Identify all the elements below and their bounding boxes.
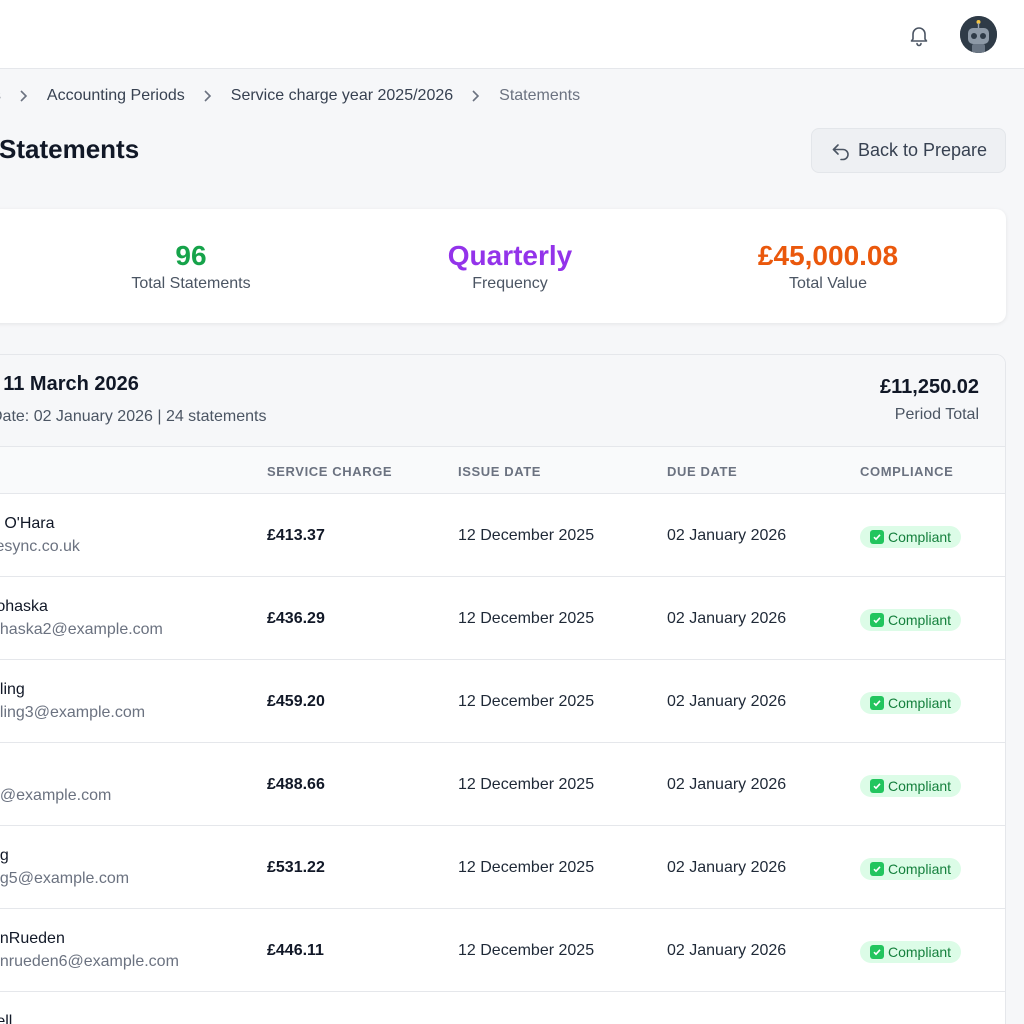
- issue-date: 12 December 2025: [458, 610, 595, 627]
- issue-date: 12 December 2025: [458, 527, 595, 544]
- compliance-label: Compliant: [888, 695, 952, 711]
- chevron-right-icon: [471, 89, 481, 103]
- issue-date: 12 December 2025: [458, 693, 595, 710]
- column-header-compliance: COMPLIANCE: [860, 464, 954, 479]
- service-charge-amount: £446.11: [267, 942, 324, 959]
- table-row[interactable]: onRueden onrueden6@example.com £446.11 12 D…: [0, 909, 1005, 992]
- table-row[interactable]: rohaska ohaska2@example.com £436.29 12 Dece…: [0, 577, 1005, 660]
- breadcrumb-item-locations[interactable]: ns: [0, 87, 1, 105]
- service-charge-amount: £459.20: [267, 693, 325, 710]
- column-header-due-date: DUE DATE: [667, 464, 738, 479]
- page-title: Statements: [0, 134, 140, 164]
- check-icon: [870, 862, 884, 876]
- service-charge-amount: £488.66: [267, 776, 325, 793]
- stat-total-value-value: £45,000.08: [757, 240, 899, 271]
- check-icon: [870, 530, 884, 544]
- table-row[interactable]: a O'Hara tesync.co.uk £413.37 12 December 2…: [0, 494, 1005, 577]
- check-icon: [870, 696, 884, 710]
- tenant-name: ag: [0, 847, 9, 864]
- service-charge-amount: £531.22: [267, 859, 325, 876]
- tenant-name: eling: [0, 681, 25, 698]
- column-header-issue-date: ISSUE DATE: [458, 464, 542, 479]
- issue-date: 12 December 2025: [458, 776, 595, 793]
- tenant-email: 4@example.com: [0, 787, 112, 804]
- due-date: 02 January 2026: [667, 776, 787, 793]
- compliance-label: Compliant: [888, 529, 952, 545]
- tenant-email: onrueden6@example.com: [0, 953, 179, 970]
- bell-icon[interactable]: [904, 20, 934, 50]
- compliance-label: Compliant: [888, 944, 952, 960]
- compliance-label: Compliant: [888, 612, 952, 628]
- due-date: 02 January 2026: [667, 610, 787, 627]
- avatar[interactable]: [960, 16, 997, 53]
- compliance-label: Compliant: [888, 861, 952, 877]
- table-header: SERVICE CHARGE ISSUE DATE DUE DATE COMPL…: [0, 447, 1005, 494]
- issue-date: 12 December 2025: [458, 942, 595, 959]
- tenant-name: rell: [0, 1013, 13, 1024]
- compliance-badge: Compliant: [860, 858, 962, 880]
- tenant-email: tesync.co.uk: [0, 538, 80, 555]
- table-row[interactable]: eling eling3@example.com £459.20 12 Decembe…: [0, 660, 1005, 743]
- compliance-badge: Compliant: [860, 692, 962, 714]
- stat-total-value: £45,000.08 Total Value: [678, 239, 978, 293]
- table-row[interactable]: ag ag5@example.com £531.22 12 December 2025…: [0, 826, 1005, 909]
- chevron-right-icon: [19, 89, 29, 103]
- period-subtitle: Date: 02 January 2026 | 24 statements: [0, 408, 267, 425]
- service-charge-amount: £413.37: [267, 527, 325, 544]
- column-header-service-charge: SERVICE CHARGE: [267, 464, 393, 479]
- check-icon: [870, 945, 884, 959]
- tenant-name: rohaska: [0, 598, 48, 615]
- due-date: 02 January 2026: [667, 859, 787, 876]
- tenant-email: eling3@example.com: [0, 704, 146, 721]
- undo-arrow-icon: [830, 140, 852, 162]
- stat-frequency-value: Quarterly: [447, 240, 573, 271]
- period-total: £11,250.02: [880, 376, 979, 398]
- stat-frequency-label: Frequency: [472, 275, 548, 292]
- compliance-badge: Compliant: [860, 941, 962, 963]
- breadcrumb: ns Accounting Periods Service charge yea…: [0, 86, 580, 106]
- stat-frequency: Quarterly Frequency: [360, 239, 660, 293]
- period-title: - 11 March 2026: [0, 373, 139, 395]
- service-charge-amount: £436.29: [267, 610, 325, 627]
- tenant-email: ag5@example.com: [0, 870, 130, 887]
- check-icon: [870, 613, 884, 627]
- compliance-badge: Compliant: [860, 609, 962, 631]
- back-to-prepare-label: Back to Prepare: [857, 140, 988, 160]
- stat-total-value-label: Total Value: [789, 275, 867, 292]
- breadcrumb-item-service-charge-year[interactable]: Service charge year 2025/2026: [230, 87, 454, 104]
- stat-total-statements-label: Total Statements: [131, 275, 251, 292]
- due-date: 02 January 2026: [667, 527, 787, 544]
- breadcrumb-item-statements: Statements: [499, 87, 581, 104]
- table-row[interactable]: rell: [0, 992, 1005, 1024]
- check-icon: [870, 779, 884, 793]
- top-bar: [0, 0, 1024, 69]
- compliance-label: Compliant: [888, 778, 952, 794]
- due-date: 02 January 2026: [667, 942, 787, 959]
- issue-date: 12 December 2025: [458, 859, 595, 876]
- due-date: 02 January 2026: [667, 693, 787, 710]
- period-total-label: Period Total: [894, 406, 979, 423]
- compliance-badge: Compliant: [860, 526, 962, 548]
- stat-total-statements-value: 96: [175, 240, 207, 271]
- tenant-name: onRueden: [0, 930, 65, 947]
- breadcrumb-item-accounting-periods[interactable]: Accounting Periods: [46, 87, 185, 104]
- back-to-prepare-button[interactable]: Back to Prepare: [811, 128, 1006, 173]
- stat-total-statements: 96 Total Statements: [41, 239, 341, 293]
- tenant-email: ohaska2@example.com: [0, 621, 163, 638]
- tenant-name: a O'Hara: [0, 515, 55, 532]
- compliance-badge: Compliant: [860, 775, 962, 797]
- chevron-right-icon: [203, 89, 213, 103]
- period-section: - 11 March 2026 Date: 02 January 2026 | …: [0, 354, 1006, 1024]
- summary-card: 96 Total Statements Quarterly Frequency …: [0, 209, 1006, 323]
- period-header: - 11 March 2026 Date: 02 January 2026 | …: [0, 355, 1005, 447]
